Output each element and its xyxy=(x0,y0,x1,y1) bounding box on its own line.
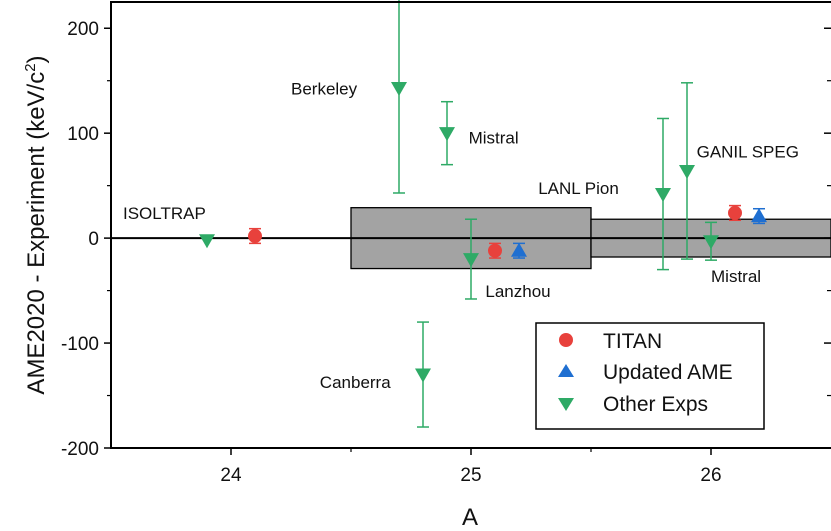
marker-other-exps xyxy=(463,253,479,268)
y-tick-label: 200 xyxy=(67,19,99,40)
x-axis-title: A xyxy=(462,504,478,531)
annotations: ISOLTRAP Berkeley Mistral Canberra Lanzhou LA… xyxy=(123,79,799,392)
legend-label-titan: TITAN xyxy=(603,330,662,353)
marker-other-exps xyxy=(391,82,407,97)
legend-marker-other-exps xyxy=(558,398,574,411)
legend-label-other-exps: Other Exps xyxy=(603,393,708,416)
y-axis-title: AME2020 - Experiment (keV/c2) xyxy=(22,55,50,394)
y-tick-label: 0 xyxy=(88,229,99,250)
annotation-berkeley: Berkeley xyxy=(291,79,358,98)
x-tick-label: 26 xyxy=(700,465,721,486)
annotation-ganil-speg: GANIL SPEG xyxy=(697,142,799,161)
annotation-mistral: Mistral xyxy=(469,129,519,148)
legend-label-updated-ame: Updated AME xyxy=(603,361,733,384)
marker-titan xyxy=(728,205,742,220)
y-tick-label: 100 xyxy=(67,124,99,145)
data-markers xyxy=(199,82,767,383)
y-tick-label: -100 xyxy=(61,334,99,355)
marker-titan xyxy=(488,243,502,258)
legend: TITAN Updated AME Other Exps xyxy=(535,322,765,430)
x-tick-label: 24 xyxy=(220,465,242,486)
marker-updated-ame xyxy=(751,208,767,223)
annotation-canberra: Canberra xyxy=(320,373,391,392)
marker-other-exps xyxy=(415,368,431,383)
plot-frame xyxy=(110,1,831,449)
legend-box xyxy=(535,322,765,430)
legend-marker-titan xyxy=(559,333,573,347)
legend-marker-updated-ame xyxy=(558,364,574,377)
marker-titan xyxy=(248,229,262,244)
marker-other-exps xyxy=(703,235,719,250)
marker-other-exps xyxy=(655,188,671,203)
marker-other-exps xyxy=(679,164,695,179)
annotation-isoltrap: ISOLTRAP xyxy=(123,204,206,223)
y-tick-label: -200 xyxy=(61,439,99,460)
marker-updated-ame xyxy=(511,242,527,257)
x-tick-label: 25 xyxy=(460,465,481,486)
axis-ticks: 24 25 26 200 100 0 -100 -200 xyxy=(61,19,831,486)
annotation-lanl-pion: LANL Pion xyxy=(538,179,619,198)
error-bar-other-exps xyxy=(393,0,405,194)
marker-other-exps xyxy=(199,234,215,249)
annotation-mistral: Mistral xyxy=(711,267,761,286)
annotation-lanzhou: Lanzhou xyxy=(485,282,550,301)
marker-other-exps xyxy=(439,127,455,142)
